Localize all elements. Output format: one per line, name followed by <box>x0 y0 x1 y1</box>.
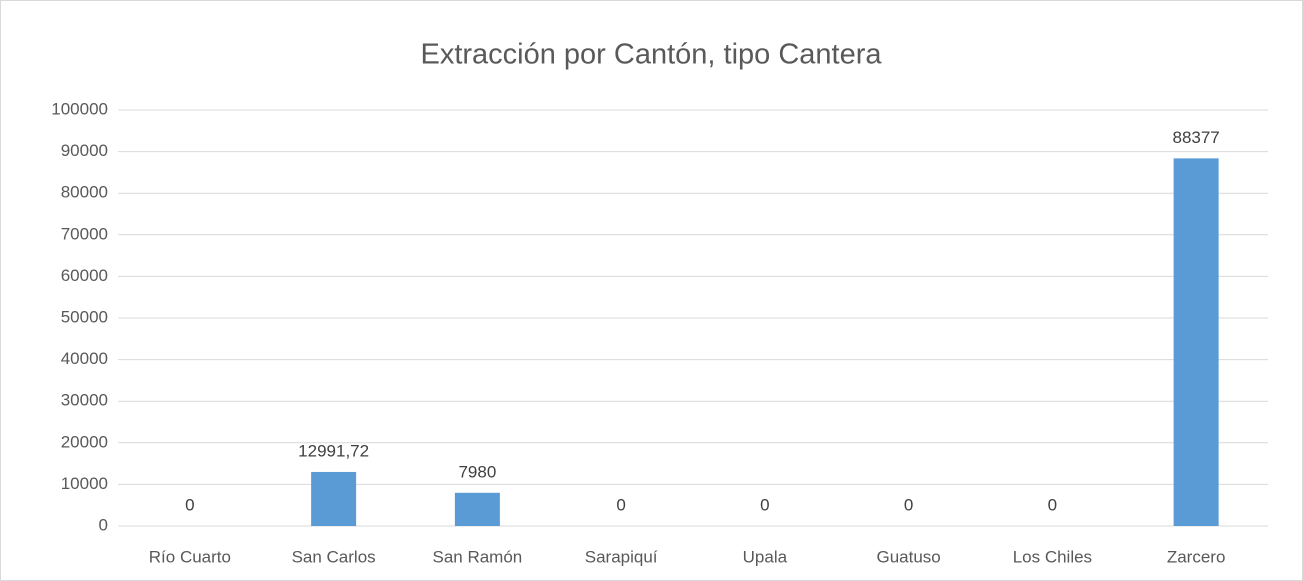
y-tick-label: 100000 <box>51 99 108 118</box>
data-label: 12991,72 <box>298 441 369 460</box>
y-tick-label: 50000 <box>61 307 108 326</box>
bar <box>311 471 357 526</box>
data-label: 0 <box>760 495 769 514</box>
chart-title: Extracción por Cantón, tipo Cantera <box>420 39 882 71</box>
x-tick-label: San Ramón <box>432 547 522 566</box>
data-label: 88377 <box>1172 128 1219 147</box>
data-label: 0 <box>1048 495 1057 514</box>
x-tick-label: Los Chiles <box>1013 547 1092 566</box>
x-tick-label: Upala <box>743 547 788 566</box>
data-label: 7980 <box>458 462 496 481</box>
x-tick-label: Guatuso <box>876 547 940 566</box>
data-label: 0 <box>904 495 913 514</box>
y-tick-label: 20000 <box>61 432 108 451</box>
y-tick-label: 40000 <box>61 349 108 368</box>
y-tick-label: 10000 <box>61 474 108 493</box>
y-tick-label: 80000 <box>61 183 108 202</box>
y-tick-label: 90000 <box>61 141 108 160</box>
x-tick-label: Río Cuarto <box>149 547 231 566</box>
data-label: 0 <box>616 495 625 514</box>
y-tick-label: 70000 <box>61 224 108 243</box>
y-tick-label: 0 <box>99 515 108 534</box>
y-tick-label: 30000 <box>61 391 108 410</box>
bar <box>1173 158 1219 526</box>
y-tick-label: 60000 <box>61 266 108 285</box>
x-tick-label: Sarapiquí <box>585 547 658 566</box>
data-label: 0 <box>185 495 194 514</box>
x-tick-label: San Carlos <box>292 547 376 566</box>
x-tick-label: Zarcero <box>1167 547 1226 566</box>
bar <box>454 492 500 526</box>
